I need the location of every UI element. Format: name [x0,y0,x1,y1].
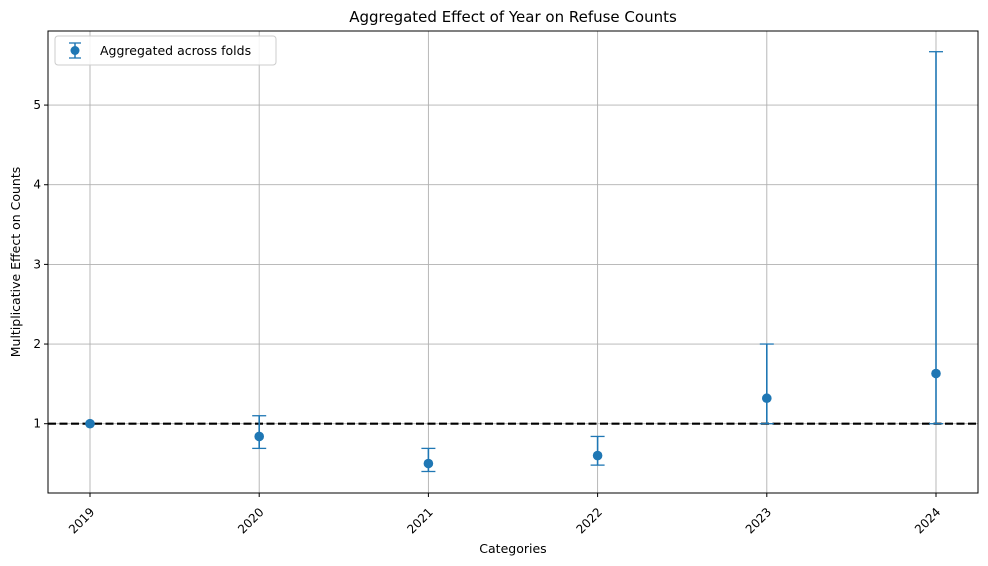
y-tick-label: 3 [33,257,41,271]
x-axis-ticks: 2019 2020 2021 2022 2023 2024 [66,493,943,536]
data-point [931,368,941,379]
x-tick-label: 2021 [404,505,435,536]
plot-frame [47,30,979,494]
data-points [85,368,941,469]
x-axis-label: Categories [479,541,546,556]
legend-point [70,46,80,55]
data-point [85,418,95,429]
y-axis-ticks: 1 2 3 4 5 [33,98,48,431]
y-tick-label: 1 [33,417,41,431]
legend: Aggregated across folds [54,35,277,66]
legend-label: Aggregated across folds [100,43,251,58]
y-tick-label: 5 [33,98,41,112]
data-point [592,450,603,461]
chart-title: Aggregated Effect of Year on Refuse Coun… [349,8,677,26]
x-tick-label: 2023 [743,505,774,536]
data-point [762,393,772,404]
y-tick-label: 4 [33,178,41,192]
data-point [423,458,434,469]
y-axis-label: Multiplicative Effect on Counts [8,167,23,358]
y-tick-label: 2 [33,337,41,351]
x-tick-label: 2019 [66,505,97,536]
data-point [254,431,264,442]
legend-box [54,35,277,66]
x-tick-label: 2022 [574,505,605,536]
legend-marker [69,42,81,59]
x-tick-label: 2020 [235,505,266,536]
x-tick-label: 2024 [912,505,943,536]
